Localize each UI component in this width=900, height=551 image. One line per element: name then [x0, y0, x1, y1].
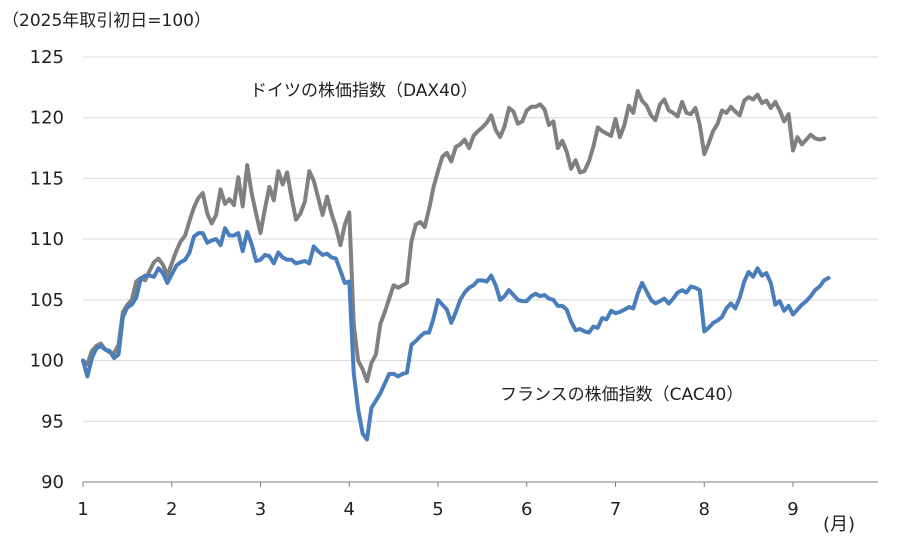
x-tick-label: 9: [787, 499, 798, 520]
x-tick-label: 3: [255, 499, 266, 520]
x-tick-label: 8: [699, 499, 710, 520]
series-label-cac: フランスの株価指数（CAC40）: [500, 385, 743, 405]
y-tick-label: 100: [30, 351, 64, 372]
axes: [82, 481, 878, 487]
x-tick-label: 2: [166, 499, 177, 520]
x-tick-label: 7: [610, 499, 621, 520]
series-line-1: [81, 226, 831, 442]
y-tick-label: 110: [30, 229, 64, 250]
x-tick-label: 5: [432, 499, 443, 520]
series-lines: [81, 89, 831, 442]
y-tick-label: 95: [41, 411, 64, 432]
y-tick-label: 105: [30, 290, 64, 311]
y-tick-label: 120: [30, 108, 64, 129]
y-tick-labels: 90 95 100 105 110 115 120 125: [30, 47, 64, 493]
x-unit-label: (月): [823, 514, 855, 535]
x-tick-label: 1: [77, 499, 88, 520]
x-tick-label: 6: [521, 499, 532, 520]
y-tick-label: 90: [41, 472, 64, 493]
x-tick-label: 4: [344, 499, 355, 520]
series-line-0: [81, 89, 827, 384]
y-tick-label: 125: [30, 47, 64, 68]
y-tick-label: 115: [30, 168, 64, 189]
series-label-dax: ドイツの株価指数（DAX40）: [250, 81, 478, 101]
x-tick-labels: 1 2 3 4 5 6 7 8 9: [77, 499, 798, 520]
gridlines: [83, 56, 878, 422]
y-unit-label: （2025年取引初日=100）: [2, 11, 211, 31]
